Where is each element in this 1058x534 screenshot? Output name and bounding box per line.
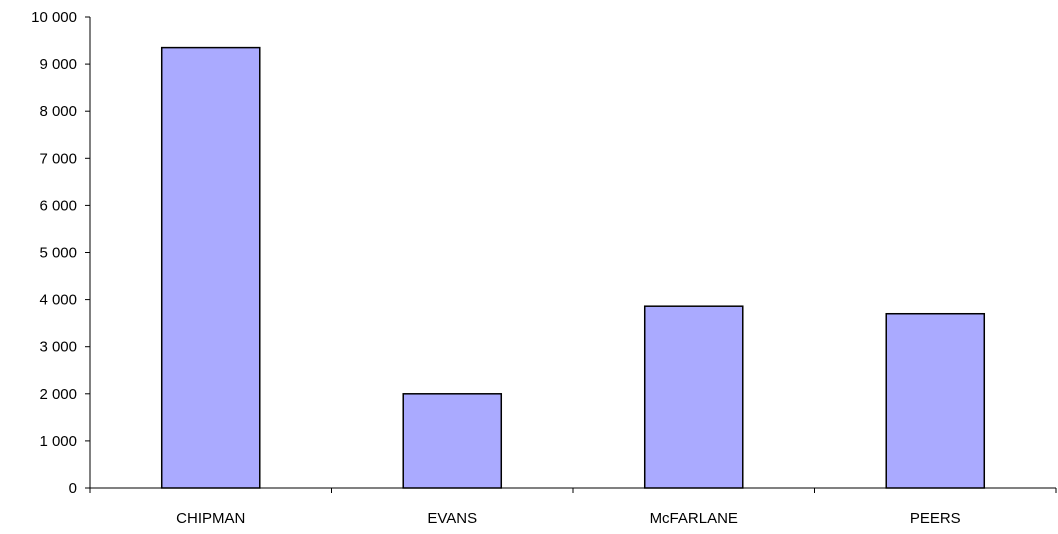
bar	[885, 312, 986, 489]
x-tick-label: CHIPMAN	[176, 510, 245, 527]
bars	[160, 46, 986, 489]
bar	[160, 46, 261, 489]
y-tick-label: 3 000	[39, 339, 77, 356]
x-tick-label: PEERS	[910, 510, 961, 527]
x-tick-label: EVANS	[427, 510, 477, 527]
y-tick-label: 10 000	[31, 9, 77, 26]
y-tick-label: 5 000	[39, 245, 77, 262]
y-axis: 0 1 000 2 000 3 000 4 000 5 000 6 000 7 000 8 00…	[31, 9, 91, 497]
y-tick-label: 8 000	[39, 103, 77, 120]
y-tick-label: 6 000	[39, 197, 77, 214]
bar	[643, 305, 744, 489]
bar	[402, 393, 503, 489]
y-tick-label: 2 000	[39, 386, 77, 403]
y-tick-label: 1 000	[39, 433, 77, 450]
y-tick-label: 9 000	[39, 56, 77, 73]
x-axis: CHIPMAN EVANS McFARLANE PEERS	[89, 487, 1057, 527]
x-tick-label: McFARLANE	[650, 510, 738, 527]
y-tick-label: 4 000	[39, 292, 77, 309]
y-tick-label: 0	[69, 480, 77, 497]
y-tick-label: 7 000	[39, 150, 77, 167]
